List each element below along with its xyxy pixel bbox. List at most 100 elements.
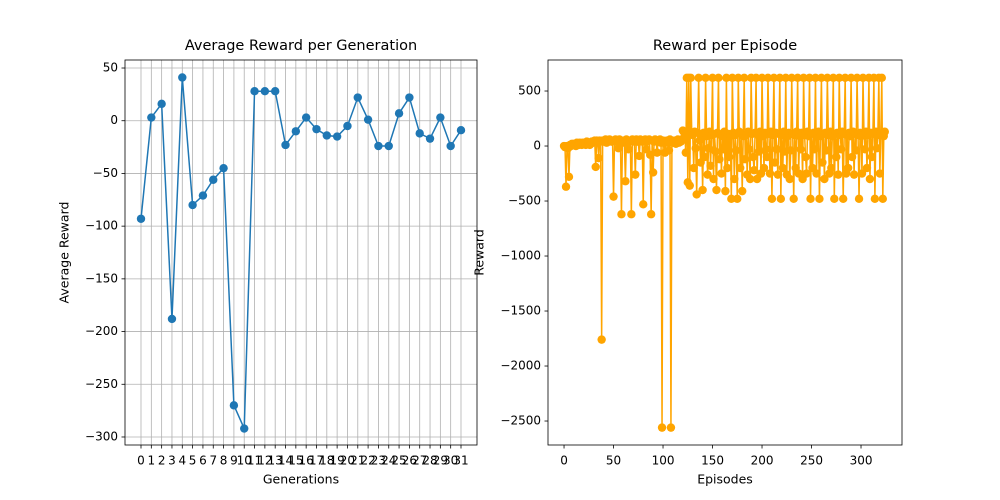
data-point [240, 424, 249, 433]
data-point [763, 73, 773, 83]
y-axis-label: Average Reward [57, 202, 72, 304]
data-point [648, 168, 658, 177]
data-point [830, 194, 839, 204]
x-tick-label: 7 [209, 454, 217, 468]
chart-title: Average Reward per Generation [185, 38, 417, 54]
data-point [624, 145, 633, 154]
x-tick-label: 30 [443, 454, 458, 468]
y-tick-label: −200 [85, 324, 118, 338]
data-point [857, 169, 867, 178]
data-point [880, 127, 889, 136]
data-point [621, 177, 630, 186]
data-point [721, 186, 730, 196]
data-point [786, 146, 795, 155]
data-point [847, 152, 857, 162]
x-tick-label: 25 [391, 454, 406, 468]
x-tick-label: 0 [137, 454, 145, 468]
data-point [829, 73, 838, 83]
data-point [627, 210, 636, 219]
x-tick-label: 8 [220, 454, 228, 468]
data-point [692, 190, 701, 199]
data-point [147, 113, 156, 122]
plot-area [136, 73, 466, 433]
y-tick-label: −250 [85, 377, 118, 391]
data-point [870, 194, 880, 204]
data-point [694, 73, 703, 83]
data-point [802, 169, 811, 178]
x-tick-label: 100 [652, 454, 675, 468]
data-point [818, 158, 827, 167]
data-point [703, 170, 712, 179]
axes-frame [547, 59, 903, 446]
y-tick-label: −300 [85, 429, 118, 443]
data-point [775, 73, 785, 83]
data-point [709, 174, 718, 184]
y-tick-label: −2500 [500, 414, 541, 428]
data-point [384, 141, 393, 151]
x-tick-label: 21 [350, 454, 365, 468]
y-tick-label: −500 [508, 194, 541, 208]
x-tick-label: 23 [371, 454, 386, 468]
data-point [664, 146, 674, 155]
x-tick-label: 24 [381, 454, 396, 468]
data-point [754, 147, 764, 156]
x-tick-label: 0 [560, 454, 568, 468]
data-point [778, 163, 788, 173]
x-tick-label: 29 [433, 454, 448, 468]
data-point [704, 144, 713, 153]
data-point [759, 163, 769, 173]
data-point [436, 113, 445, 122]
data-line [140, 77, 462, 429]
x-tick-label: 19 [329, 454, 344, 468]
x-tick-label: 12 [257, 454, 272, 468]
data-point [700, 152, 709, 162]
data-point [698, 185, 707, 195]
data-point [877, 73, 887, 83]
data-point [811, 73, 820, 83]
data-point [733, 194, 742, 204]
data-point [812, 169, 821, 178]
data-point [815, 194, 824, 204]
data-point [799, 73, 808, 83]
data-point [405, 93, 414, 102]
data-point [715, 155, 724, 164]
data-point [796, 145, 805, 154]
data-point [229, 401, 239, 410]
x-tick-label: 10 [237, 454, 252, 468]
data-point [188, 200, 197, 210]
data-point [843, 163, 853, 173]
data-point [744, 145, 754, 154]
x-tick-label: 20 [340, 454, 355, 468]
data-point [736, 163, 745, 173]
data-point [363, 115, 373, 124]
data-point [785, 174, 794, 184]
data-point [706, 161, 715, 171]
data-point [762, 152, 772, 162]
data-point [561, 182, 571, 191]
data-point [846, 73, 856, 83]
x-tick-label: 14 [278, 454, 293, 468]
data-point [823, 73, 832, 83]
data-point [645, 150, 655, 160]
x-tick-label: 150 [701, 454, 724, 468]
x-tick-label: 1 [148, 454, 156, 468]
data-point [773, 170, 783, 179]
x-tick-label: 13 [268, 454, 283, 468]
x-tick-label: 6 [199, 454, 207, 468]
data-point [730, 174, 739, 184]
y-tick-label: 50 [103, 61, 118, 75]
data-point [840, 73, 850, 83]
data-point [806, 194, 815, 204]
data-point [136, 214, 146, 223]
data-point [862, 163, 872, 173]
y-tick-label: 0 [533, 139, 541, 153]
data-point [219, 163, 228, 173]
data-point [835, 73, 844, 83]
y-tick-label: −1000 [500, 249, 541, 263]
data-point [854, 194, 864, 204]
data-point [723, 163, 732, 173]
y-tick-label: 0 [110, 113, 118, 127]
plot-area [559, 73, 889, 432]
